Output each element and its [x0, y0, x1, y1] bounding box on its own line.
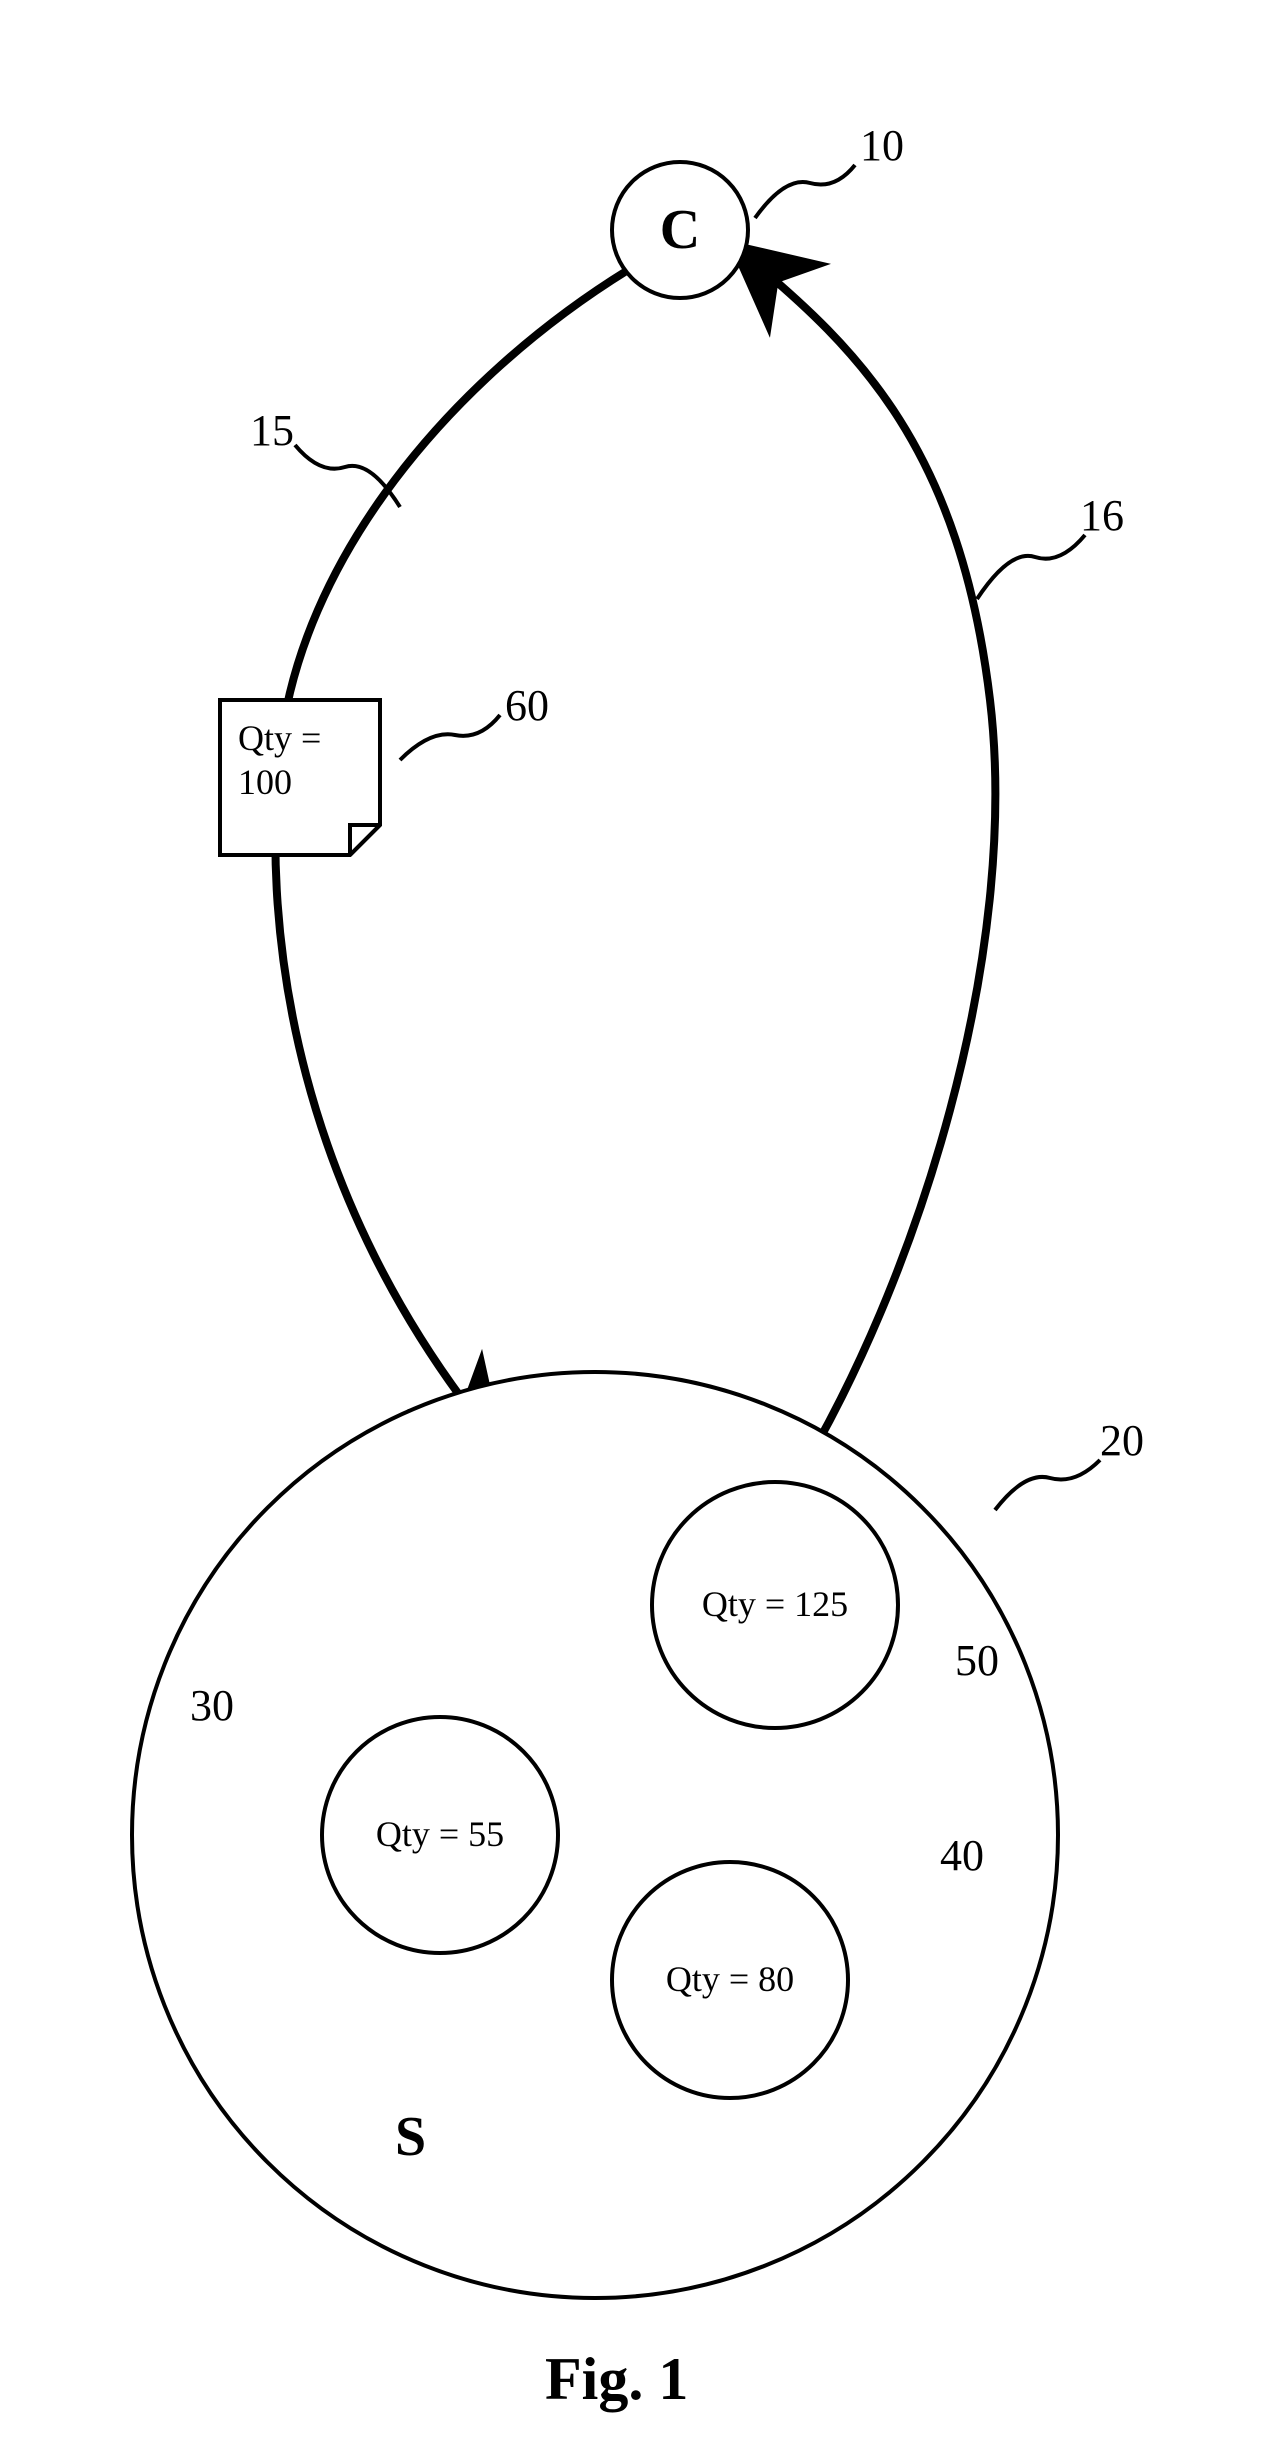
node-qty55-label: Qty = 55 [376, 1814, 504, 1855]
ref-30: 30 [190, 1680, 234, 1731]
ref-15: 15 [250, 405, 294, 456]
ref-10: 10 [860, 120, 904, 171]
node-qty80-label: Qty = 80 [666, 1959, 794, 2000]
note-60-line2: 100 [238, 762, 292, 803]
figure-caption: Fig. 1 [545, 2345, 688, 2414]
edge-16 [745, 255, 995, 1490]
node-qty55: Qty = 55 [320, 1715, 560, 1955]
ref-20: 20 [1100, 1415, 1144, 1466]
node-s-label: S [395, 2105, 426, 2169]
node-qty125-label: Qty = 125 [702, 1584, 848, 1625]
node-c-label: C [660, 198, 700, 262]
ref-16: 16 [1080, 490, 1124, 541]
ref-50: 50 [955, 1635, 999, 1686]
leader-16 [977, 535, 1085, 599]
node-qty80: Qty = 80 [610, 1860, 850, 2100]
node-c: C [610, 160, 750, 300]
node-qty125: Qty = 125 [650, 1480, 900, 1730]
node-s-container [130, 1370, 1060, 2300]
ref-40: 40 [940, 1830, 984, 1881]
leader-60 [400, 715, 500, 760]
leader-20 [995, 1460, 1100, 1510]
leader-10 [755, 165, 855, 218]
figure-stage: C S Qty = 125 Qty = 55 Qty = 80 Qty = 10… [0, 0, 1273, 2437]
note-60-line1: Qty = [238, 718, 321, 759]
ref-60: 60 [505, 680, 549, 731]
